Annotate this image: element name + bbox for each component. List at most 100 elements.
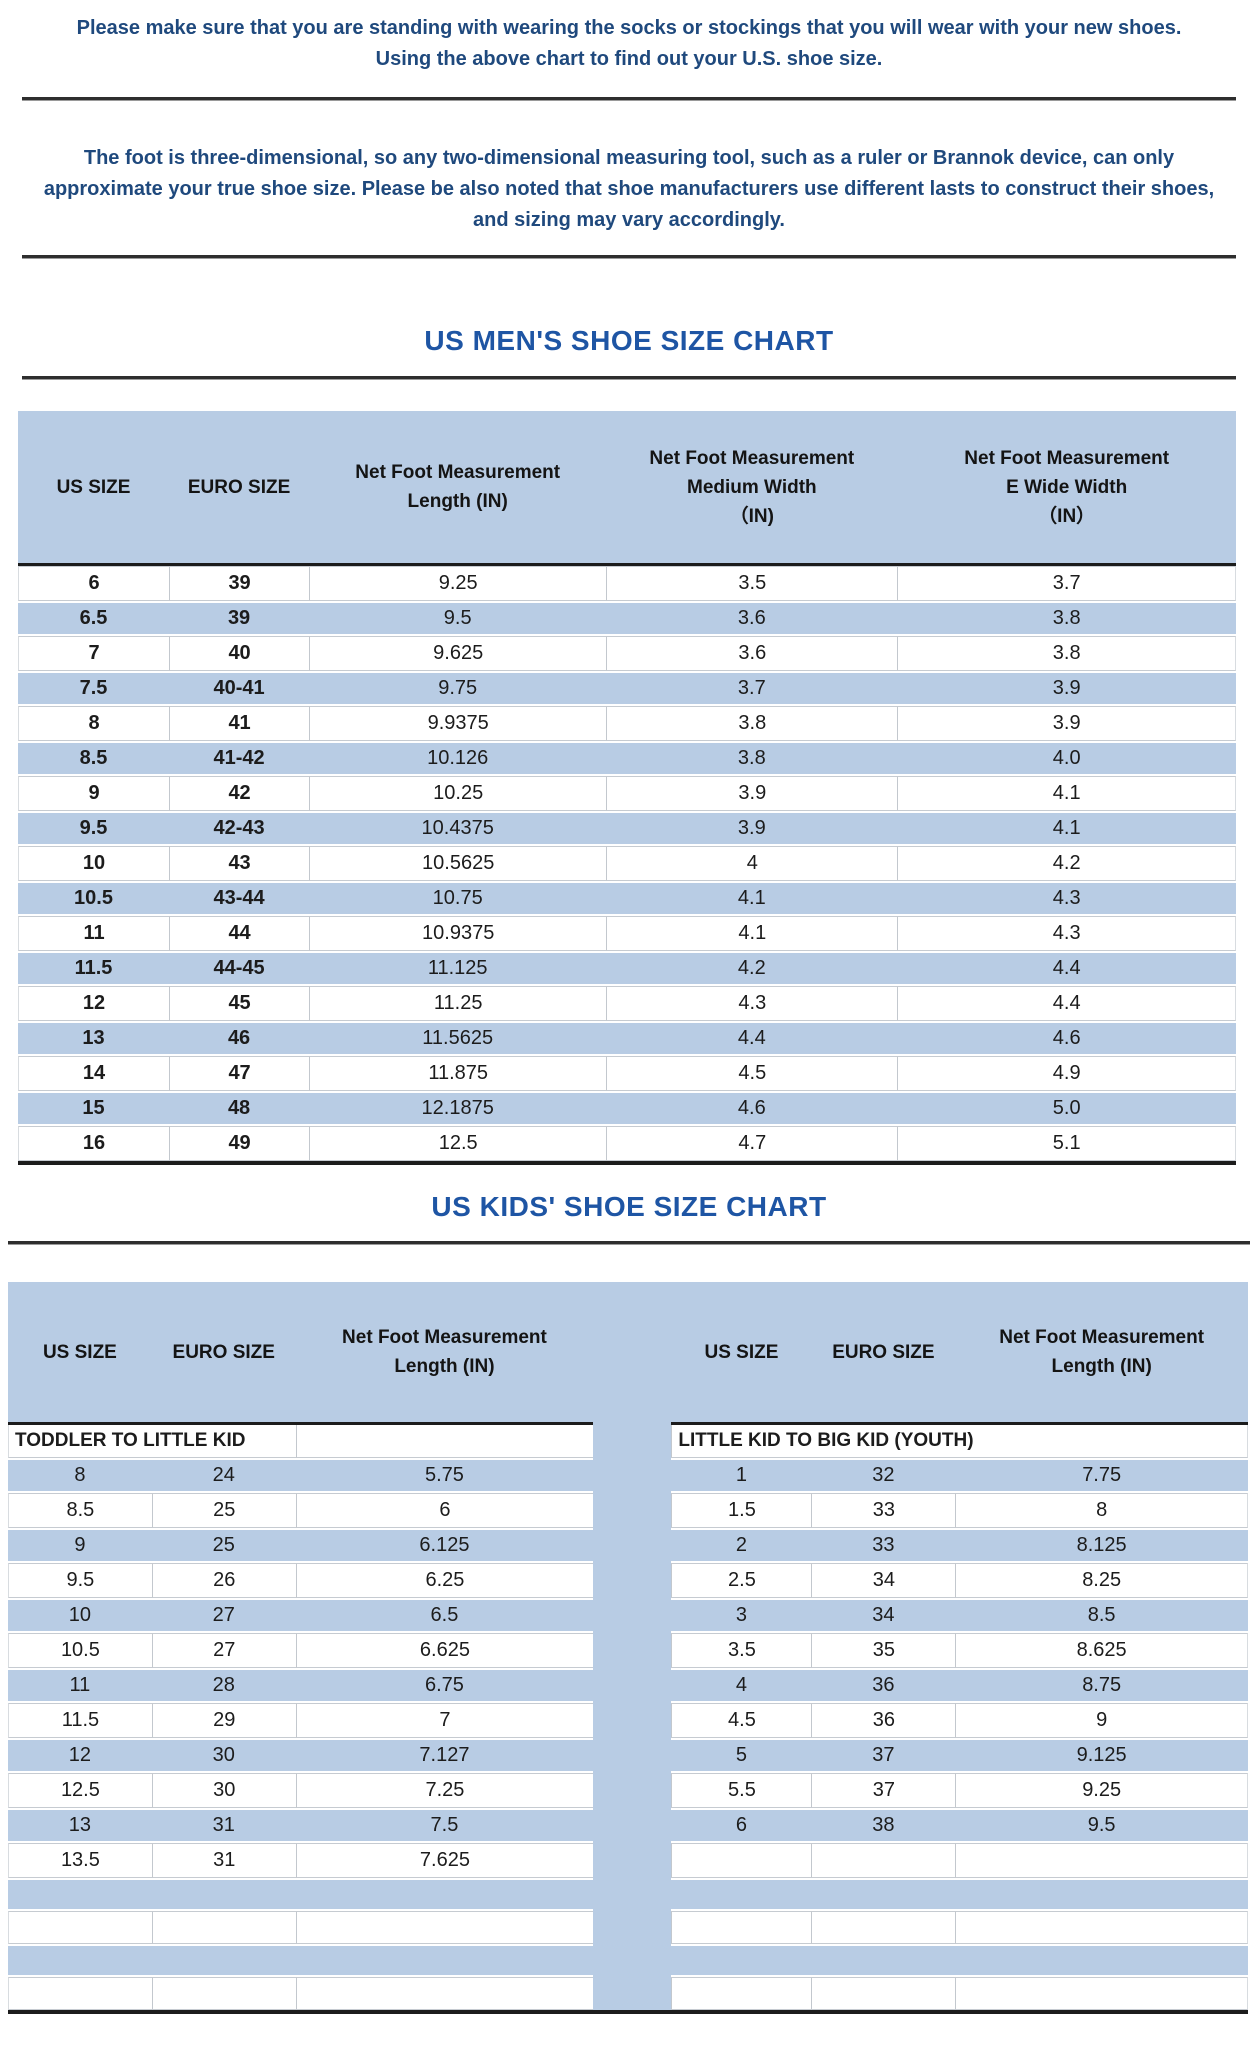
- table-cell: 7: [295, 1703, 594, 1738]
- table-cell: 31: [151, 1843, 296, 1878]
- mens-table-row: 8.5 41-42 10.126 3.8 4.0: [18, 741, 1236, 776]
- table-cell: 7.5: [295, 1808, 594, 1843]
- table-cell: 31: [151, 1808, 296, 1843]
- table-cell: 48: [169, 1091, 310, 1126]
- table-cell: 3.9: [897, 706, 1236, 741]
- table-cell: 3.8: [606, 741, 898, 776]
- mens-header-e-wide-width: Net Foot Measurement E Wide Width （IN）: [897, 411, 1236, 566]
- table-cell: 11: [18, 916, 170, 951]
- table-cell: 41: [169, 706, 310, 741]
- table-cell: 10.5: [8, 1633, 152, 1668]
- kids-table-row: 12 30 7.127 5 37 9.125: [8, 1738, 1248, 1773]
- kids-gap-cell: [593, 1493, 672, 1528]
- table-cell: 9: [8, 1528, 152, 1563]
- table-cell: 7.127: [295, 1738, 594, 1773]
- kids-table-row: 13 31 7.5 6 38 9.5: [8, 1808, 1248, 1843]
- table-cell: 24: [151, 1458, 296, 1493]
- kids-empty-row: [8, 1911, 1248, 1944]
- table-cell: 7: [18, 636, 170, 671]
- table-cell: 6.125: [295, 1528, 594, 1563]
- table-cell: 29: [151, 1703, 296, 1738]
- table-cell: [151, 1911, 296, 1944]
- table-cell: [955, 1911, 1248, 1944]
- table-cell: 4.1: [897, 811, 1236, 846]
- kids-gap-cell: [593, 1738, 672, 1773]
- table-cell: [295, 1911, 594, 1944]
- table-cell: 27: [151, 1598, 296, 1633]
- mens-header-us-size: US SIZE: [18, 411, 170, 566]
- table-cell: 27: [151, 1633, 296, 1668]
- table-cell: 33: [811, 1493, 956, 1528]
- kids-header-us-size-right: US SIZE: [671, 1282, 812, 1425]
- kids-table-row: 8 24 5.75 1 32 7.75: [8, 1458, 1248, 1493]
- table-cell: 11.5625: [309, 1021, 607, 1056]
- kids-gap-cell: [593, 1911, 672, 1944]
- table-cell: [811, 1911, 956, 1944]
- table-cell: 49: [169, 1126, 310, 1161]
- table-cell: 38: [811, 1808, 956, 1843]
- table-cell: 43: [169, 846, 310, 881]
- kids-table-row: 11 28 6.75 4 36 8.75: [8, 1668, 1248, 1703]
- kids-empty-row: [8, 1878, 1248, 1911]
- kids-table-row: 9 25 6.125 2 33 8.125: [8, 1528, 1248, 1563]
- table-cell: 9.5: [309, 601, 607, 636]
- kids-table-row: 11.5 29 7 4.5 36 9: [8, 1703, 1248, 1738]
- table-cell: 4.4: [897, 951, 1236, 986]
- table-cell: 1: [671, 1458, 812, 1493]
- table-cell: 3.7: [606, 671, 898, 706]
- table-cell: 4.2: [606, 951, 898, 986]
- table-cell: 2.5: [671, 1563, 812, 1598]
- kids-gap-cell: [593, 1773, 672, 1808]
- table-cell: 3.9: [897, 671, 1236, 706]
- mens-table-row: 16 49 12.5 4.7 5.1: [18, 1126, 1236, 1161]
- table-cell: 30: [151, 1773, 296, 1808]
- table-cell: 3.8: [897, 601, 1236, 636]
- table-cell: 25: [151, 1493, 296, 1528]
- kids-gap-cell: [593, 1668, 672, 1703]
- kids-table-header: US SIZE EURO SIZE Net Foot Measurement L…: [8, 1282, 1248, 1425]
- table-cell: 4.6: [606, 1091, 898, 1126]
- table-cell: [295, 1878, 594, 1911]
- mens-table-row: 6.5 39 9.5 3.6 3.8: [18, 601, 1236, 636]
- table-cell: 3.7: [897, 566, 1236, 601]
- table-cell: 3.9: [606, 811, 898, 846]
- table-cell: 4.1: [606, 916, 898, 951]
- table-cell: 4.4: [897, 986, 1236, 1021]
- table-cell: [671, 1977, 812, 2010]
- kids-gap-cell: [593, 1633, 672, 1668]
- table-cell: 4.9: [897, 1056, 1236, 1091]
- mens-table-row: 10 43 10.5625 4 4.2: [18, 846, 1236, 881]
- table-cell: 8: [955, 1493, 1248, 1528]
- table-cell: 9.625: [309, 636, 607, 671]
- table-cell: 40-41: [169, 671, 310, 706]
- kids-chart-title: US KIDS' SHOE SIZE CHART: [431, 1191, 827, 1222]
- mens-table-body: 6 39 9.25 3.5 3.7 6.5 39 9.5 3.6 3.8 7 40 9.625 3.6 3.…: [18, 566, 1236, 1161]
- table-cell: [151, 1977, 296, 2010]
- mens-table-row: 11.5 44-45 11.125 4.2 4.4: [18, 951, 1236, 986]
- kids-table-row: 9.5 26 6.25 2.5 34 8.25: [8, 1563, 1248, 1598]
- table-cell: 9.5: [8, 1563, 152, 1598]
- table-cell: 10.25: [309, 776, 607, 811]
- divider-4: [8, 1241, 1250, 1245]
- table-cell: 9.25: [309, 566, 607, 601]
- table-cell: 9.5: [955, 1808, 1248, 1843]
- table-cell: [8, 1911, 152, 1944]
- table-cell: 9.75: [309, 671, 607, 706]
- table-cell: 12: [18, 986, 170, 1021]
- table-cell: 33: [811, 1528, 956, 1563]
- table-cell: 37: [811, 1773, 956, 1808]
- table-cell: 43-44: [169, 881, 310, 916]
- kids-group-label-right: LITTLE KID TO BIG KID (YOUTH): [671, 1425, 1248, 1458]
- table-cell: 8.125: [955, 1528, 1248, 1563]
- table-cell: [8, 1977, 152, 2010]
- table-cell: 6.5: [295, 1598, 594, 1633]
- table-cell: 42: [169, 776, 310, 811]
- table-cell: 3.8: [606, 706, 898, 741]
- kids-table-row: 8.5 25 6 1.5 33 8: [8, 1493, 1248, 1528]
- kids-group-row: TODDLER TO LITTLE KID LITTLE KID TO BIG …: [8, 1425, 1248, 1458]
- table-cell: [8, 1878, 152, 1911]
- mens-header-row: US SIZE EURO SIZE Net Foot Measurement L…: [18, 411, 1236, 566]
- table-cell: 36: [811, 1668, 956, 1703]
- table-cell: 4.2: [897, 846, 1236, 881]
- table-cell: 6: [295, 1493, 594, 1528]
